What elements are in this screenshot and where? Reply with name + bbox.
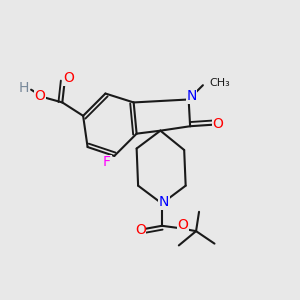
Text: F: F xyxy=(103,155,111,170)
Text: CH₃: CH₃ xyxy=(209,78,230,88)
Text: H: H xyxy=(19,81,29,95)
Text: O: O xyxy=(135,223,146,237)
Text: O: O xyxy=(34,88,46,103)
Text: O: O xyxy=(63,71,74,85)
Text: N: N xyxy=(186,89,197,103)
Text: O: O xyxy=(212,117,223,131)
Text: N: N xyxy=(159,195,169,209)
Text: O: O xyxy=(177,218,188,232)
